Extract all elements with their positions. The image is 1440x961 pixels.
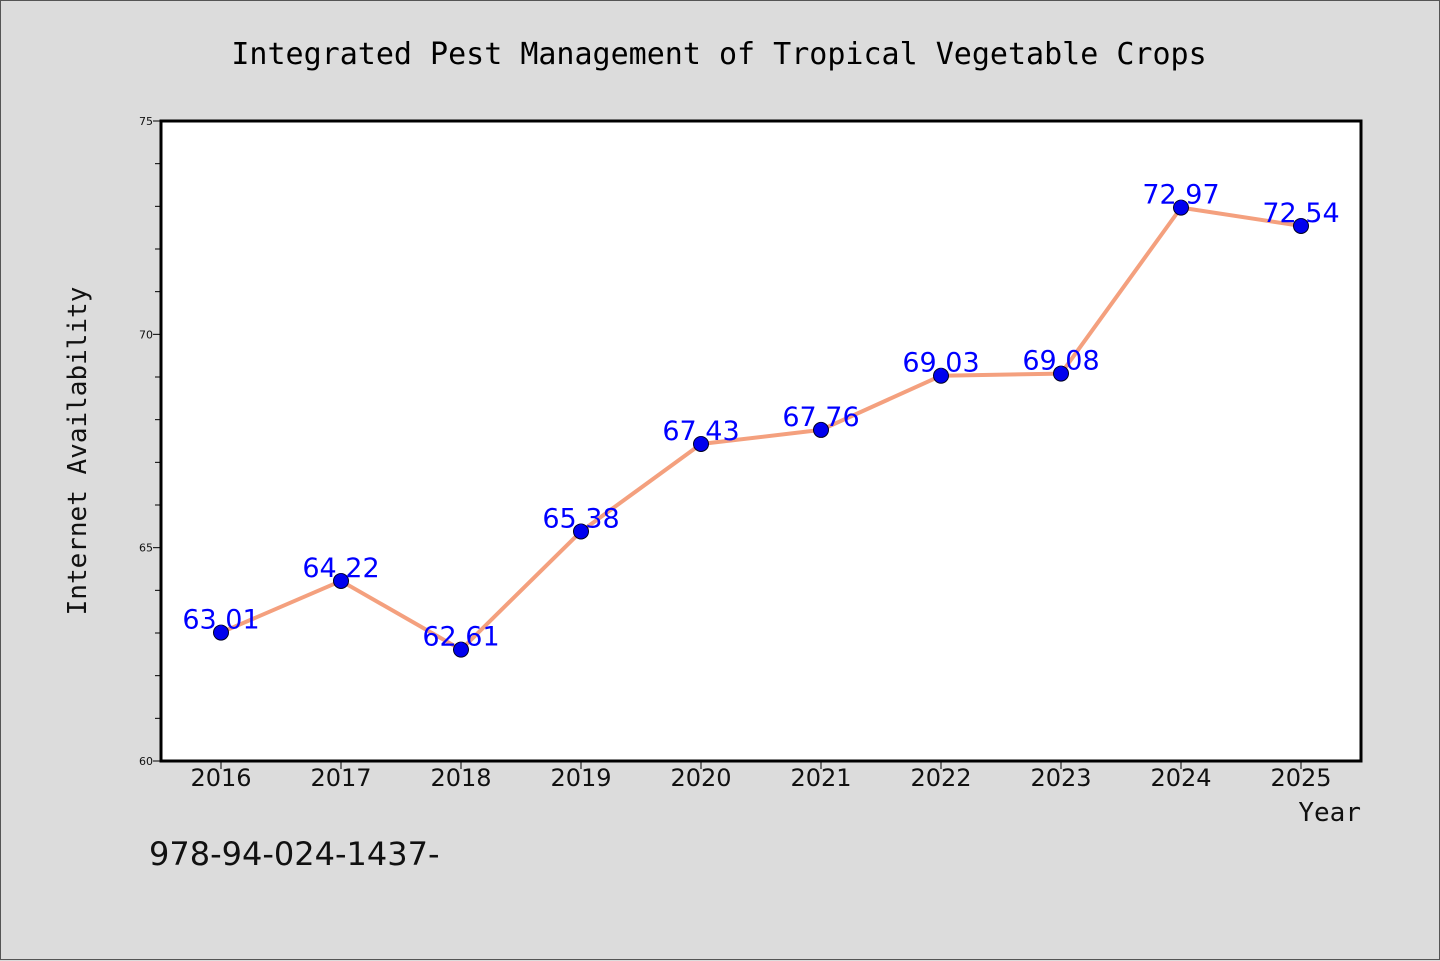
footnote: 978-94-024-1437- xyxy=(149,835,440,873)
x-tick-label: 2018 xyxy=(430,764,491,792)
data-label: 65.38 xyxy=(542,503,619,534)
x-tick-label: 2019 xyxy=(550,764,611,792)
y-tick-label: 65 xyxy=(139,542,153,555)
data-label: 63.01 xyxy=(182,605,259,636)
data-point xyxy=(213,624,229,641)
data-point xyxy=(1293,217,1309,234)
x-tick-label: 2021 xyxy=(790,764,851,792)
data-label: 67.43 xyxy=(662,416,739,447)
series-line xyxy=(220,205,1302,652)
x-tick-label: 2022 xyxy=(910,764,971,792)
data-point xyxy=(933,367,949,384)
y-tick-label: 60 xyxy=(139,755,153,768)
data-label: 64.22 xyxy=(302,553,379,584)
x-tick-label: 2025 xyxy=(1270,764,1331,792)
data-label: 62.61 xyxy=(422,622,499,653)
data-point xyxy=(573,523,589,540)
y-tick-label: 70 xyxy=(139,328,153,341)
data-point xyxy=(1173,199,1189,216)
x-tick-label: 2020 xyxy=(670,764,731,792)
x-axis: 2016 2017 2018 2019 2020 2021 2022 2023 2024 2025 xyxy=(190,761,1332,792)
y-axis-label: Internet Availability xyxy=(63,287,93,616)
x-tick-label: 2024 xyxy=(1150,764,1211,792)
data-label: 67.76 xyxy=(782,402,859,433)
y-tick-label: 75 xyxy=(139,115,153,128)
data-point xyxy=(333,572,349,589)
data-label: 72.54 xyxy=(1262,198,1339,229)
data-point xyxy=(693,435,709,452)
data-labels: 63.01 64.22 62.61 65.38 67.43 67.76 69.03 69.08… xyxy=(182,180,1339,653)
data-label: 69.08 xyxy=(1022,346,1099,377)
x-tick-label: 2016 xyxy=(190,764,251,792)
data-point xyxy=(453,641,469,658)
data-point xyxy=(813,421,829,438)
x-tick-label: 2017 xyxy=(310,764,371,792)
data-label: 69.03 xyxy=(902,348,979,379)
plot-area xyxy=(159,119,1363,763)
y-axis: 60 65 70 75 xyxy=(139,115,161,768)
data-point xyxy=(1053,365,1069,382)
x-tick-label: 2023 xyxy=(1030,764,1091,792)
data-label: 72.97 xyxy=(1142,180,1219,211)
x-axis-label: Year xyxy=(1298,798,1361,828)
series-markers xyxy=(213,199,1309,658)
chart-title: Integrated Pest Management of Tropical V… xyxy=(231,37,1206,72)
